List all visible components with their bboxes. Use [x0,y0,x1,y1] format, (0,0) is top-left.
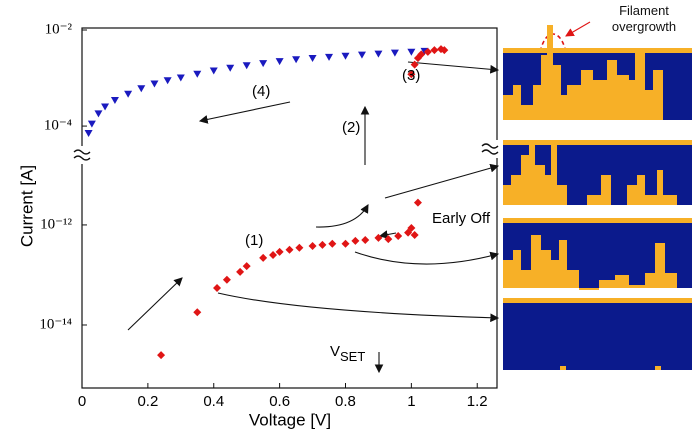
data-point [124,90,133,98]
data-point [374,233,383,242]
annotation: (3) [402,67,420,84]
data-point [94,110,103,118]
data-point [374,50,383,58]
annotation-text: (1) [245,232,263,249]
data-point [440,46,449,55]
data-point [163,77,172,85]
plot-frame [81,27,498,389]
x-axis-label: Voltage [V] [249,410,331,429]
annotation: VSET [330,343,365,364]
x-tick-label: 1 [407,393,415,410]
annotation-text: V [330,343,340,360]
data-point [361,235,370,244]
annotation-text: (3) [402,67,420,84]
data-point [410,230,419,239]
data-point [84,130,93,138]
x-tick-label: 1.2 [467,393,488,410]
data-point [394,232,403,241]
data-point [236,267,245,276]
data-point [308,241,317,250]
annotation: Early Off [432,210,491,227]
annotation: (1) [245,232,263,249]
data-point [407,223,416,232]
data-point [351,236,360,245]
x-tick-label: 0.4 [203,393,224,410]
x-tick-label: 0.6 [269,393,290,410]
data-point [407,70,416,79]
data-point [341,239,350,248]
data-point [404,228,413,237]
x-tick-label: 0 [78,393,86,410]
data-point [275,58,284,66]
annotation: Filament overgrowth [611,3,677,34]
data-point [101,103,110,111]
annotation-text: Early Off [432,210,491,227]
y-axis-label: Current [A] [17,165,36,247]
data-point [413,198,422,207]
y-tick-label: 10⁻² [45,21,73,37]
data-point [259,60,268,68]
data-point [176,74,185,82]
data-point [292,56,301,64]
data-point [226,64,235,72]
y-tick-label: 10⁻¹⁴ [39,316,72,332]
annotation: (2) [342,119,360,136]
data-point [341,52,350,60]
data-point [193,308,202,317]
y-tick-label: 10⁻¹² [40,216,72,232]
data-point [209,67,218,75]
data-point [357,51,366,59]
data-point [423,47,432,56]
data-point [110,97,119,105]
data-point [328,239,337,248]
annotation-subscript: SET [340,349,365,364]
x-tick-label: 0.2 [137,393,158,410]
simulation-panels [503,25,692,370]
annotation: (4) [252,83,270,100]
data-point [269,251,278,260]
data-point [157,351,166,360]
data-point [417,50,426,59]
data-point [384,235,393,244]
data-point [87,120,96,128]
data-point [213,283,222,292]
annotation-text: (4) [252,83,270,100]
x-tick-label: 0.8 [335,393,356,410]
y-tick-label: 10⁻⁴ [44,118,72,134]
annotation-text: (2) [342,119,360,136]
data-point [137,85,146,93]
data-point [295,243,304,252]
data-point [242,62,251,70]
data-point [242,262,251,271]
data-point [407,48,416,56]
data-point [150,80,159,88]
data-point [222,275,231,284]
data-point [430,46,439,55]
data-point [259,253,268,262]
data-point [193,70,202,78]
data-point [285,245,294,254]
data-point [410,60,419,69]
data-point [318,240,327,249]
axis-break [73,140,500,164]
data-point [308,55,317,63]
data-point [325,53,334,61]
data-point [390,49,399,57]
data-point [275,247,284,256]
